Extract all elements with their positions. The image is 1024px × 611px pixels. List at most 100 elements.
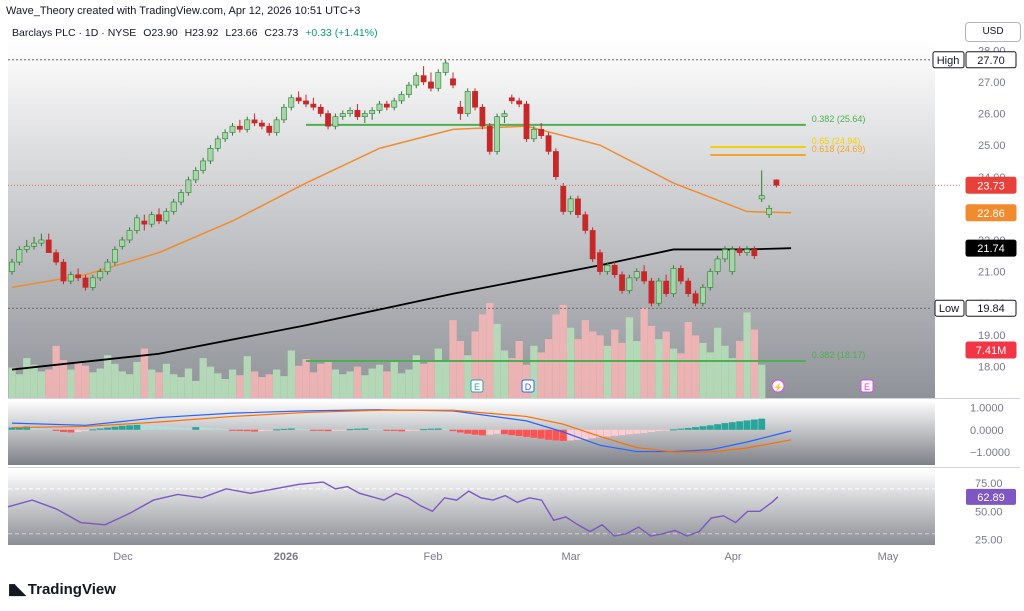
volume-bar [625, 317, 634, 398]
volume-bar [596, 335, 604, 398]
event-marker-label: E [474, 382, 480, 392]
volume-bar [361, 375, 369, 398]
volume-bar [706, 352, 714, 398]
candle-down [619, 271, 625, 294]
macd-histogram-bar [177, 427, 185, 430]
macd-histogram-bar [74, 429, 82, 432]
macd-histogram-bar [574, 429, 582, 440]
candle-up [288, 94, 295, 111]
legend-open: O23.90 [143, 27, 178, 39]
candle-body [707, 271, 714, 288]
candle-body [677, 268, 684, 282]
low-label: Low [939, 303, 959, 315]
volume-bar [250, 371, 259, 398]
candle-down [266, 123, 273, 136]
macd-axis-tick: −1.0000 [970, 447, 1010, 459]
brand-logo[interactable]: ▮◣ TradingView [8, 580, 116, 599]
macd-histogram-bar [258, 429, 266, 432]
legend-title[interactable]: Barclays PLC · 1D · NYSE [12, 27, 137, 39]
candle-body [361, 113, 368, 117]
candle-up [442, 59, 449, 76]
candle-body [112, 249, 118, 263]
candle-body [369, 110, 376, 114]
volume-bar [236, 375, 244, 398]
macd-histogram-bar [89, 429, 97, 431]
volume-bar [699, 342, 707, 398]
tradingview-logo-icon: ▮◣ [8, 581, 26, 598]
candle-down [582, 211, 589, 234]
candle-body [236, 125, 243, 130]
candle-down [773, 179, 780, 188]
macd-histogram-bar [758, 418, 766, 430]
volume-bar [45, 369, 53, 398]
rsi-axis-tick: 50.00 [975, 506, 1003, 518]
candle-body [648, 280, 655, 304]
candle-down [428, 72, 434, 92]
macd-histogram-bar [229, 429, 236, 431]
time-axis-tick: Feb [424, 551, 443, 563]
macd-histogram-bar [427, 428, 435, 430]
macd-histogram-bar [324, 429, 332, 432]
candle-body [383, 103, 390, 108]
candle-up [405, 81, 412, 98]
candle-body [258, 122, 265, 127]
volume-bar [273, 369, 281, 398]
volume-bar [581, 320, 589, 398]
macd-histogram-bar [692, 427, 699, 430]
time-axis-tick: Apr [724, 551, 741, 563]
volume-bar [74, 361, 82, 398]
candle-up [178, 189, 184, 206]
volume-bar [89, 372, 97, 398]
volume-bar [375, 364, 384, 398]
symbol-legend: Barclays PLC · 1D · NYSE O23.90 H23.92 L… [12, 27, 382, 39]
volume-bar [589, 331, 597, 398]
macd-histogram-bar [104, 427, 111, 430]
candle-body [229, 125, 236, 133]
candle-body [178, 192, 184, 203]
candle-down [420, 66, 427, 86]
low-value-tag-bg [965, 299, 1017, 317]
candle-up [707, 268, 714, 291]
volume-bar [721, 345, 729, 398]
candle-body [251, 119, 258, 124]
candle-body [185, 179, 192, 193]
macd-histogram-bar [162, 426, 170, 430]
candle-up [31, 236, 37, 250]
candle-body [207, 148, 214, 162]
macd-histogram-bar [287, 428, 295, 430]
macd-histogram-bar [559, 429, 567, 441]
candle-body [589, 230, 596, 260]
macd-histogram-bar [684, 428, 692, 430]
volume-bar [714, 327, 722, 398]
candle-body [339, 113, 346, 117]
macd-histogram-bar [662, 429, 670, 431]
candle-down [354, 104, 361, 120]
volume-bar [567, 327, 575, 398]
volume-bar [162, 363, 171, 398]
rsi-axis-tick: 25.00 [975, 534, 1003, 546]
candle-down [611, 262, 618, 278]
candle-up [16, 246, 23, 266]
currency-button[interactable]: USD [965, 22, 1021, 42]
volume-bar [302, 359, 310, 398]
candle-body [450, 78, 456, 86]
volume-bar [309, 372, 318, 398]
candle-down [648, 277, 655, 307]
volume-bar [478, 314, 487, 398]
candle-down [486, 123, 493, 155]
candle-down [450, 72, 456, 89]
candle-body [97, 271, 104, 279]
candle-down [685, 277, 692, 297]
candle-body [472, 91, 478, 108]
volume-bar [434, 348, 442, 398]
candle-body [560, 185, 567, 212]
macd-histogram-bar [611, 429, 619, 436]
macd-histogram-bar [96, 428, 104, 430]
candle-body [655, 280, 662, 304]
candle-down [560, 183, 567, 215]
volume-bar [103, 355, 112, 398]
volume-bar [59, 360, 68, 398]
rsi-line [7, 481, 779, 537]
candle-up [126, 227, 133, 244]
